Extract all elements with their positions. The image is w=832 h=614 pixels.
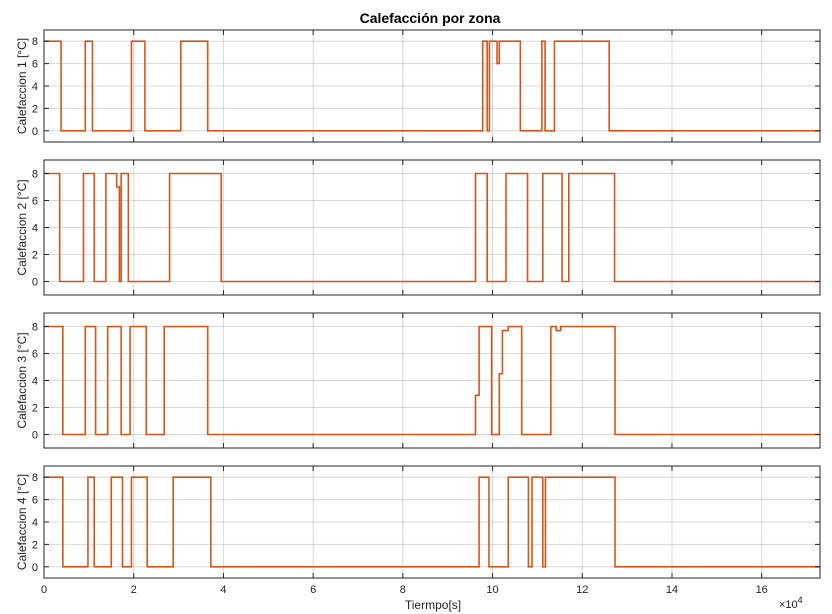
x-tick-label: 4 [220, 584, 226, 596]
y-tick-label: 8 [32, 36, 38, 48]
x-tick-label: 0 [41, 584, 47, 596]
y-tick-label: 0 [32, 562, 38, 574]
y-tick-label: 8 [32, 472, 38, 484]
y-tick-label: 2 [32, 250, 38, 262]
x-tick-label: 6 [310, 584, 316, 596]
y-axis-label-3: Calefaccion 3 [°C] [15, 332, 29, 428]
plot-area [44, 313, 820, 448]
y-tick-label: 2 [32, 539, 38, 551]
series-line-1 [44, 40, 820, 132]
y-tick-label: 0 [32, 277, 38, 289]
x-tick-label: 12 [576, 584, 588, 596]
y-tick-label: 0 [32, 430, 38, 442]
y-tick-label: 8 [32, 169, 38, 181]
x-tick-label: 16 [756, 584, 768, 596]
x-exponent-power: 4 [798, 595, 803, 605]
y-tick-label: 6 [32, 59, 38, 71]
y-axis-label-2: Calefaccion 2 [°C] [15, 179, 29, 275]
y-tick-label: 4 [32, 223, 38, 235]
y-tick-label: 2 [32, 403, 38, 415]
y-tick-label: 6 [32, 196, 38, 208]
y-tick-label: 4 [32, 376, 38, 388]
y-tick-label: 4 [32, 81, 38, 93]
series-line-2 [44, 172, 820, 283]
x-exponent-label: ×104 [779, 595, 803, 611]
figure-title: Calefacción por zona [360, 10, 501, 26]
plot-area [44, 160, 820, 295]
y-tick-label: 6 [32, 349, 38, 361]
y-tick-label: 2 [32, 103, 38, 115]
x-tick-label: 14 [666, 584, 678, 596]
x-tick-label: 8 [400, 584, 406, 596]
x-tick-label: 10 [486, 584, 498, 596]
y-tick-label: 0 [32, 126, 38, 138]
x-exponent-base: ×10 [779, 599, 798, 611]
y-axis-label-1: Calefaccion 1 [°C] [15, 38, 29, 134]
plot-area [44, 30, 820, 142]
x-axis-label: Tiermpo[s] [405, 598, 461, 612]
subplot-4: 0 2 4 6 8 0 2 4 6 8 10 12 14 16 Calefaccion 4 [°C] [15, 465, 821, 596]
y-tick-label: 8 [32, 322, 38, 334]
y-tick-label: 6 [32, 495, 38, 507]
y-tick-label: 4 [32, 517, 38, 529]
series-line-3 [44, 325, 820, 436]
y-axis-label-4: Calefaccion 4 [°C] [15, 474, 29, 570]
x-tick-label: 2 [131, 584, 137, 596]
series-line-4 [44, 476, 820, 568]
